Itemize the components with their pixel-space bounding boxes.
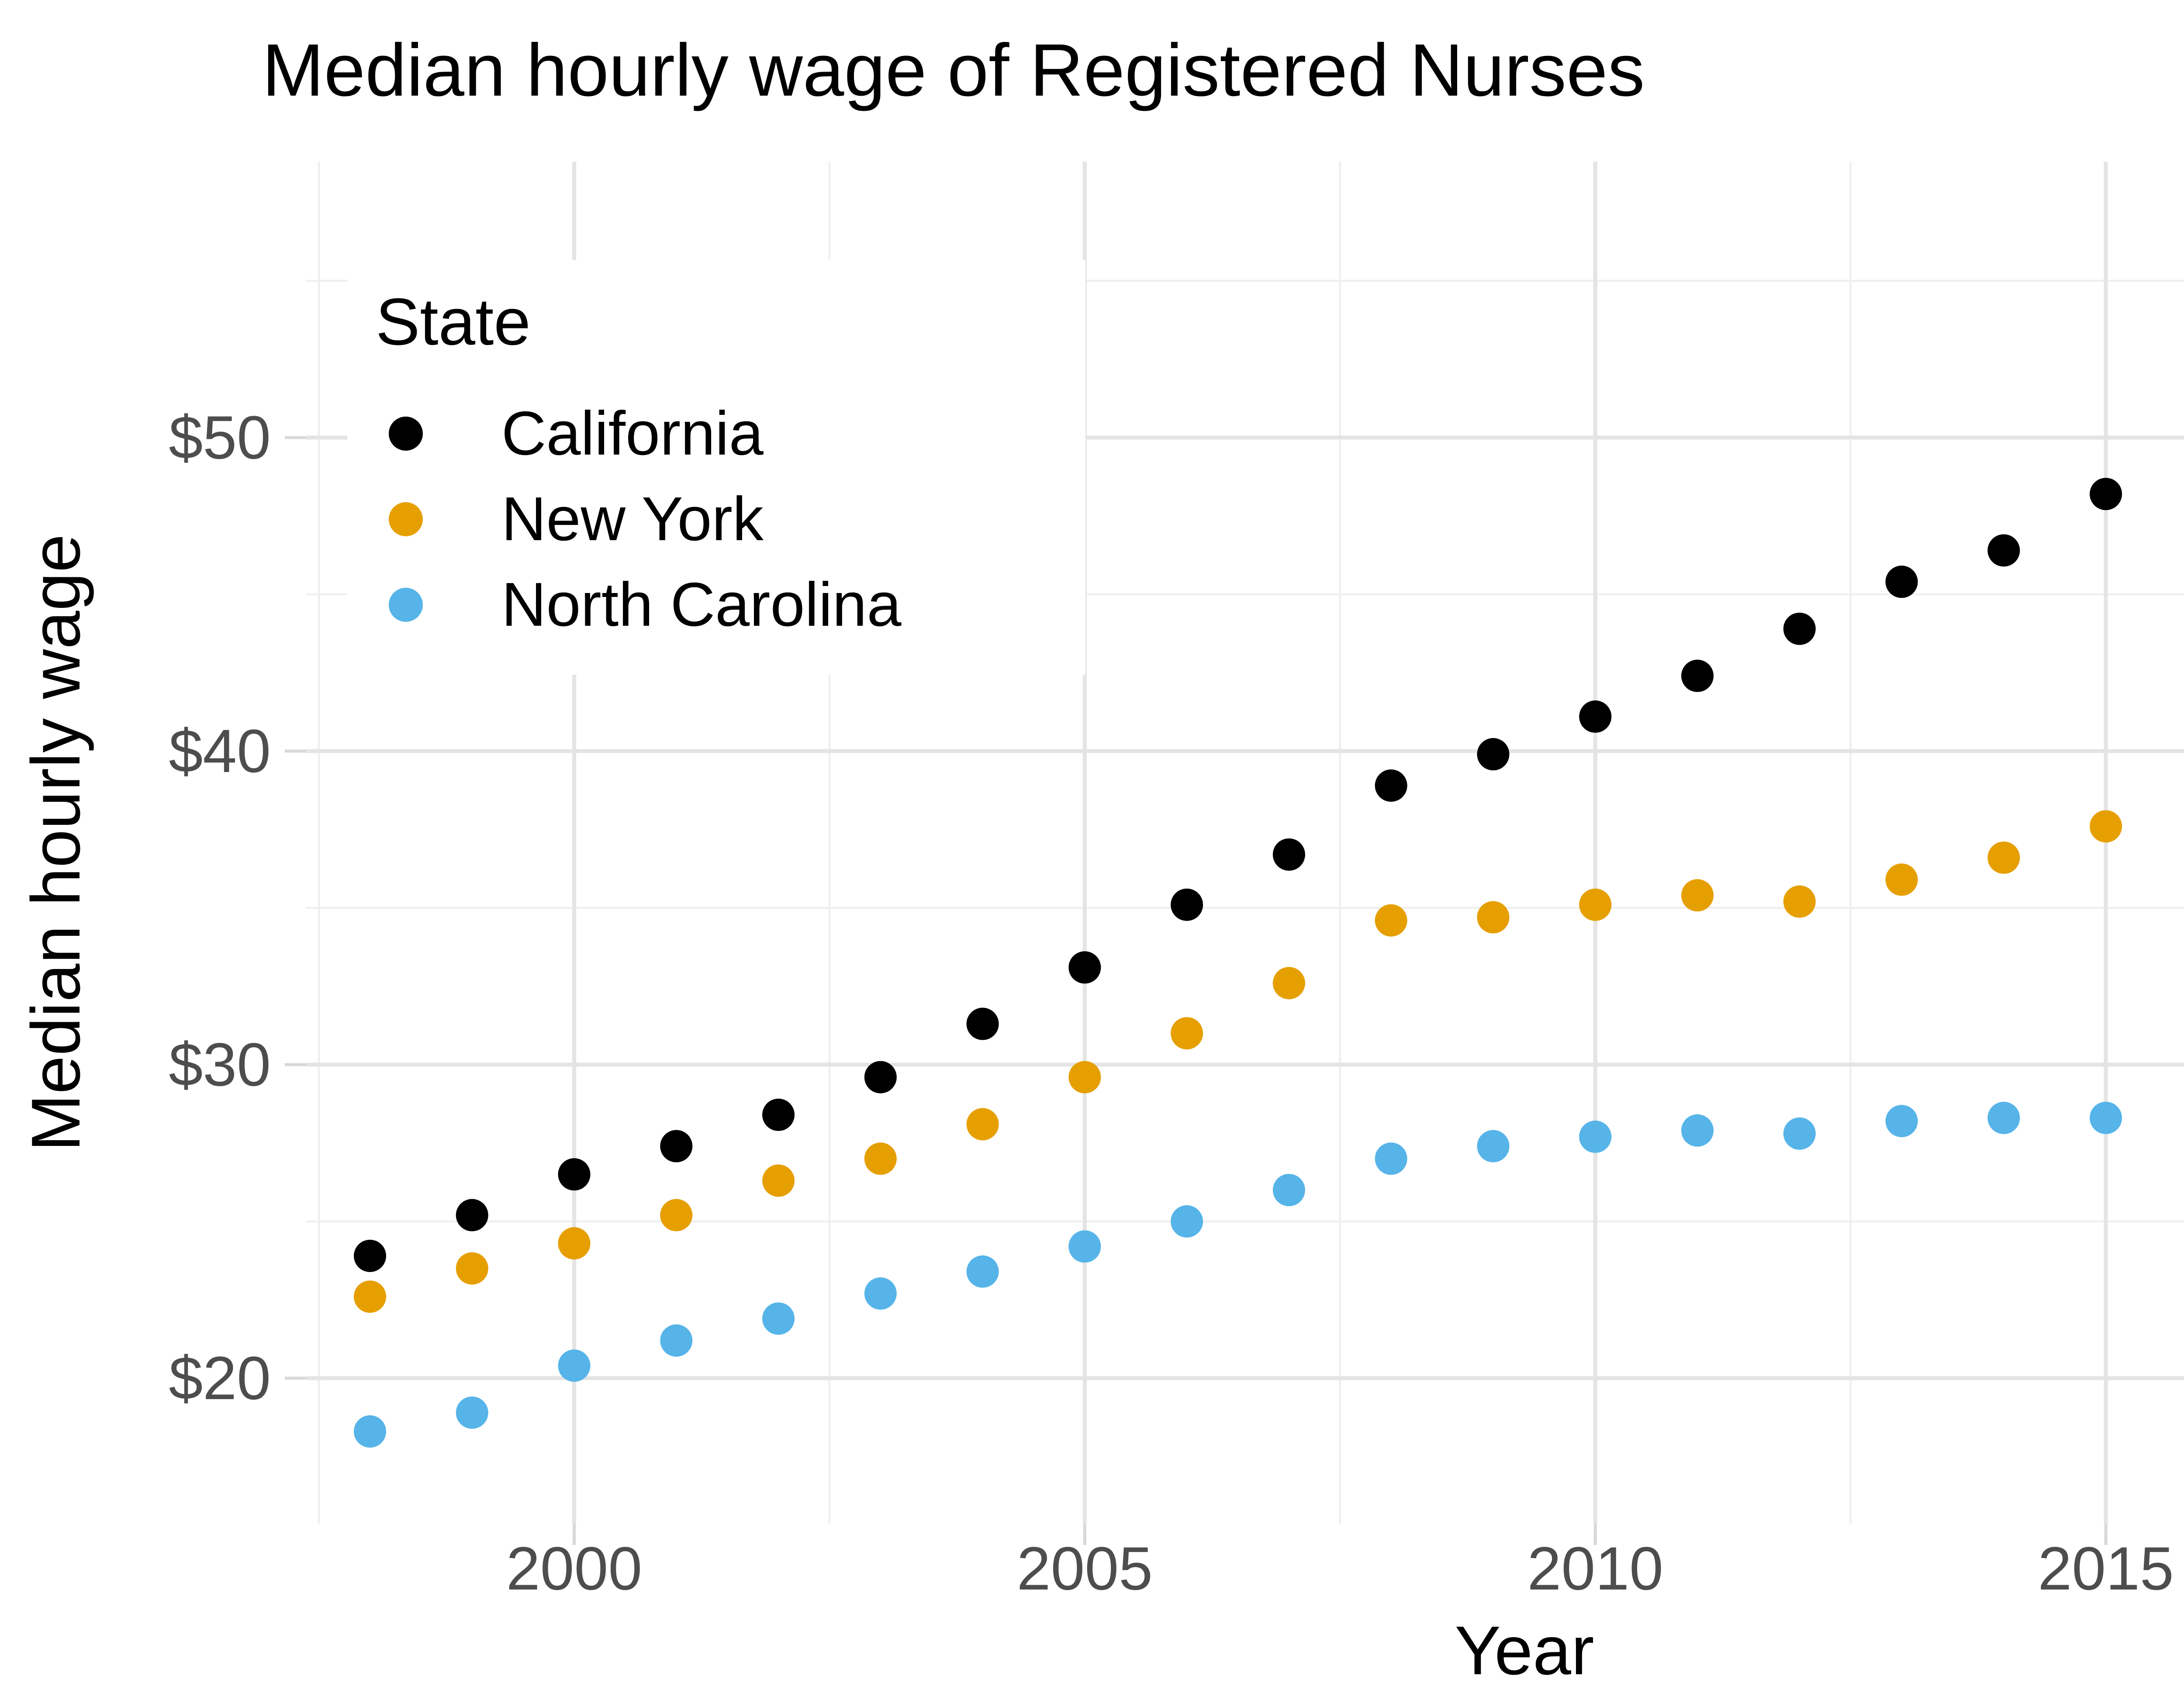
legend-row: New York [347,476,1085,562]
y-tick-label: $40 [169,717,271,785]
data-point-north-carolina [1272,1174,1305,1207]
data-point-new-york [1681,879,1714,912]
data-point-north-carolina [1068,1230,1101,1263]
legend-rows: California New York North Carolina [347,391,1085,648]
data-point-california [1885,566,1918,598]
data-point-north-carolina [2090,1102,2122,1134]
legend-item-label: North Carolina [501,570,902,639]
data-point-california [558,1158,591,1191]
data-point-north-carolina [354,1415,386,1448]
data-point-new-york [966,1108,999,1141]
data-point-california [354,1239,386,1272]
data-point-north-carolina [558,1349,591,1382]
data-point-california [1477,738,1510,771]
data-point-north-carolina [1783,1117,1816,1150]
data-point-california [864,1061,897,1093]
chart-title: Median hourly wage of Registered Nurses [262,29,1645,112]
data-point-north-carolina [1987,1102,2020,1134]
legend-key-dot-icon [389,502,423,536]
data-point-new-york [558,1227,591,1260]
data-point-california [660,1130,693,1162]
data-point-north-carolina [1477,1130,1510,1162]
data-point-new-york [1579,888,1612,921]
data-point-new-york [1375,904,1407,937]
data-point-new-york [1987,841,2020,874]
data-point-new-york [456,1252,488,1285]
legend-row: North Carolina [347,562,1085,648]
data-point-new-york [1068,1061,1101,1093]
data-point-new-york [1783,885,1816,918]
data-point-california [456,1199,488,1231]
data-point-north-carolina [1681,1114,1714,1147]
data-point-california [1375,769,1407,802]
y-tick-label: $50 [169,403,271,472]
y-tick-label: $30 [169,1030,271,1099]
data-point-california [2090,478,2122,510]
data-point-north-carolina [1579,1121,1612,1153]
data-point-north-carolina [864,1277,897,1310]
legend-title: State [376,285,531,359]
data-point-california [1783,612,1816,645]
data-point-north-carolina [966,1255,999,1288]
data-point-north-carolina [1171,1205,1203,1238]
data-point-new-york [1477,901,1510,934]
x-axis-title: Year [1455,1612,1594,1689]
data-point-north-carolina [660,1324,693,1357]
data-point-california [1171,888,1203,921]
y-tick-label: $20 [169,1344,271,1412]
y-axis-title: Median hourly wage [17,534,94,1152]
x-tick-label: 2000 [506,1534,642,1603]
data-point-new-york [864,1142,897,1175]
data-point-new-york [1171,1017,1203,1050]
legend-key-dot-icon [389,417,423,451]
x-tick-label: 2005 [1017,1534,1153,1603]
data-point-new-york [762,1164,795,1197]
data-point-california [1681,659,1714,692]
data-point-new-york [660,1199,693,1231]
data-point-california [1987,534,2020,567]
x-tick-label: 2010 [1527,1534,1663,1603]
legend-item-label: California [501,399,764,468]
data-point-california [966,1007,999,1040]
data-point-north-carolina [762,1302,795,1335]
data-point-new-york [1885,863,1918,896]
legend-item-label: New York [501,484,764,554]
data-point-north-carolina [456,1396,488,1429]
data-point-new-york [2090,810,2122,843]
data-point-california [762,1098,795,1131]
legend-row: California [347,391,1085,476]
data-point-north-carolina [1375,1142,1407,1175]
legend-key-dot-icon [389,588,423,622]
data-point-new-york [1272,967,1305,1000]
data-point-california [1272,838,1305,871]
data-point-california [1579,700,1612,733]
data-point-california [1068,951,1101,984]
x-tick-label: 2015 [2038,1534,2174,1603]
data-point-new-york [354,1280,386,1313]
data-point-north-carolina [1885,1105,1918,1138]
legend: State California New York North Carolina [347,260,1085,675]
